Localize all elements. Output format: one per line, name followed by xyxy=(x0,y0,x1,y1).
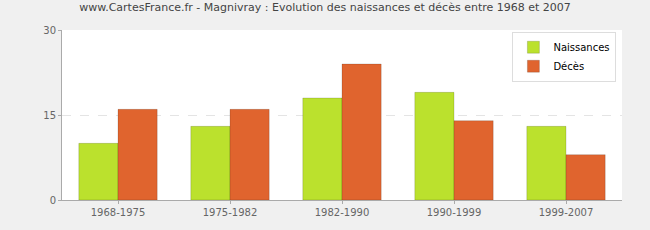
svg-text:1990-1999: 1990-1999 xyxy=(427,207,482,218)
svg-text:1999-2007: 1999-2007 xyxy=(539,207,594,218)
svg-text:0: 0 xyxy=(50,195,56,206)
svg-text:Naissances: Naissances xyxy=(553,42,609,53)
svg-text:www.CartesFrance.fr - Magnivra: www.CartesFrance.fr - Magnivray : Evolut… xyxy=(79,1,571,14)
svg-text:1982-1990: 1982-1990 xyxy=(315,207,370,218)
svg-text:30: 30 xyxy=(43,25,56,36)
svg-text:Décès: Décès xyxy=(553,61,584,72)
svg-text:15: 15 xyxy=(43,110,56,121)
svg-text:1975-1982: 1975-1982 xyxy=(203,207,258,218)
svg-text:1968-1975: 1968-1975 xyxy=(91,207,146,218)
